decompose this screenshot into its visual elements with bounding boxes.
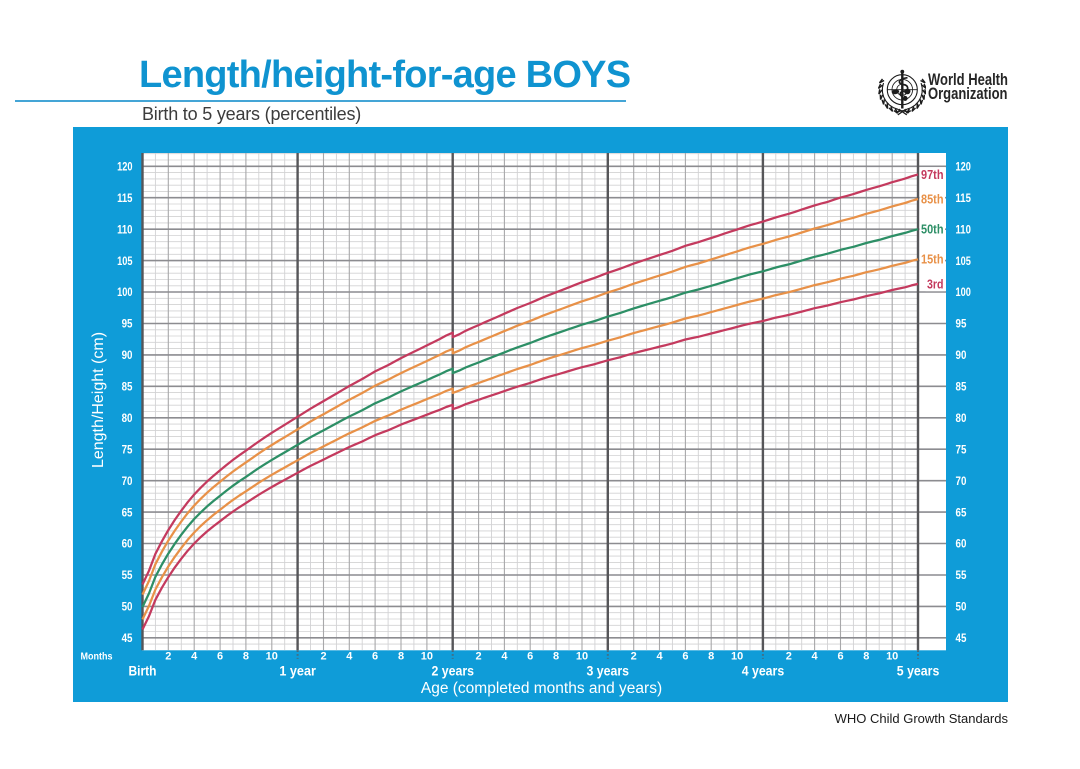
svg-text:50: 50 [956, 602, 967, 614]
svg-text:2: 2 [631, 651, 637, 663]
svg-text:10: 10 [886, 651, 898, 663]
svg-text:6: 6 [217, 651, 223, 663]
svg-text:6: 6 [372, 651, 378, 663]
svg-text:4: 4 [812, 651, 819, 663]
svg-text:2 years: 2 years [432, 664, 475, 679]
svg-text:Birth: Birth [129, 664, 157, 679]
svg-text:90: 90 [122, 350, 133, 362]
svg-text:115: 115 [117, 193, 133, 205]
svg-text:4: 4 [501, 651, 508, 663]
svg-text:2: 2 [165, 651, 171, 663]
svg-text:10: 10 [731, 651, 743, 663]
svg-text:70: 70 [122, 476, 133, 488]
svg-text:65: 65 [122, 507, 133, 519]
svg-text:Length/Height (cm): Length/Height (cm) [90, 332, 107, 468]
svg-text:50th: 50th [921, 223, 944, 237]
svg-text:5 years: 5 years [897, 664, 940, 679]
svg-text:60: 60 [956, 539, 967, 551]
svg-text:70: 70 [956, 476, 967, 488]
svg-text:100: 100 [117, 287, 132, 299]
svg-text:10: 10 [266, 651, 278, 663]
svg-text:2: 2 [786, 651, 792, 663]
svg-text:85th: 85th [921, 192, 944, 206]
svg-text:10: 10 [576, 651, 588, 663]
svg-text:4: 4 [656, 651, 663, 663]
svg-text:2: 2 [476, 651, 482, 663]
svg-text:95: 95 [122, 319, 133, 331]
svg-text:45: 45 [122, 633, 133, 645]
svg-text:4: 4 [346, 651, 353, 663]
svg-text:110: 110 [956, 224, 971, 236]
svg-text:3rd: 3rd [927, 277, 944, 291]
svg-text:95: 95 [956, 319, 967, 331]
svg-text:15th: 15th [921, 253, 944, 267]
svg-text:75: 75 [122, 444, 133, 456]
svg-text:3 years: 3 years [587, 664, 630, 679]
svg-text:80: 80 [122, 413, 133, 425]
svg-text:Age (completed months and year: Age (completed months and years) [421, 680, 662, 697]
svg-text:50: 50 [122, 602, 133, 614]
svg-text:90: 90 [956, 350, 967, 362]
svg-text:85: 85 [122, 382, 133, 394]
svg-text:8: 8 [243, 651, 249, 663]
svg-text:105: 105 [956, 256, 972, 268]
svg-text:120: 120 [117, 162, 132, 174]
svg-text:110: 110 [117, 224, 132, 236]
svg-text:105: 105 [117, 256, 133, 268]
svg-text:80: 80 [956, 413, 967, 425]
svg-text:100: 100 [956, 287, 971, 299]
svg-text:120: 120 [956, 162, 971, 174]
svg-text:8: 8 [863, 651, 869, 663]
svg-text:6: 6 [527, 651, 533, 663]
svg-text:6: 6 [837, 651, 843, 663]
svg-text:1 year: 1 year [279, 664, 316, 679]
svg-text:75: 75 [956, 444, 967, 456]
svg-text:8: 8 [398, 651, 404, 663]
svg-text:115: 115 [956, 193, 972, 205]
svg-text:45: 45 [956, 633, 967, 645]
svg-text:55: 55 [956, 570, 967, 582]
svg-text:65: 65 [956, 507, 967, 519]
svg-text:97th: 97th [921, 168, 944, 182]
svg-text:8: 8 [708, 651, 714, 663]
svg-text:Months: Months [81, 651, 113, 663]
svg-text:55: 55 [122, 570, 133, 582]
svg-text:10: 10 [421, 651, 433, 663]
svg-text:6: 6 [682, 651, 688, 663]
svg-text:60: 60 [122, 539, 133, 551]
svg-text:4: 4 [191, 651, 198, 663]
svg-text:2: 2 [320, 651, 326, 663]
svg-text:8: 8 [553, 651, 559, 663]
svg-text:85: 85 [956, 382, 967, 394]
svg-text:4 years: 4 years [742, 664, 785, 679]
